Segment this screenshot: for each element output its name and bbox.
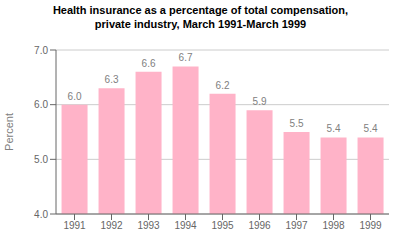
svg-text:1999: 1999 bbox=[359, 220, 382, 231]
svg-text:1992: 1992 bbox=[100, 220, 123, 231]
svg-text:Percent: Percent bbox=[8, 113, 15, 151]
svg-text:5.5: 5.5 bbox=[290, 118, 304, 129]
svg-text:6.0: 6.0 bbox=[34, 99, 48, 110]
svg-text:1998: 1998 bbox=[322, 220, 345, 231]
svg-text:4.0: 4.0 bbox=[34, 209, 48, 220]
svg-text:6.3: 6.3 bbox=[105, 74, 119, 85]
svg-text:5.4: 5.4 bbox=[364, 123, 378, 134]
html-text:Health insurance as a percenta: Health insurance as a percentage of tota… bbox=[52, 4, 349, 16]
svg-text:5.0: 5.0 bbox=[34, 154, 48, 165]
svg-text:1993: 1993 bbox=[137, 220, 160, 231]
svg-text:1996: 1996 bbox=[248, 220, 271, 231]
svg-text:5.9: 5.9 bbox=[253, 96, 267, 107]
svg-text:1997: 1997 bbox=[285, 220, 308, 231]
svg-text:1995: 1995 bbox=[211, 220, 234, 231]
svg-text:7.0: 7.0 bbox=[34, 45, 48, 56]
svg-text:6.6: 6.6 bbox=[142, 58, 156, 69]
html-text:private industry, March 1991-M: private industry, March 1991-March 1999 bbox=[94, 18, 307, 30]
svg-text:6.7: 6.7 bbox=[179, 52, 193, 63]
svg-text:6.2: 6.2 bbox=[216, 80, 230, 91]
svg-text:5.4: 5.4 bbox=[327, 123, 341, 134]
svg-text:1991: 1991 bbox=[63, 220, 86, 231]
svg-text:6.0: 6.0 bbox=[68, 91, 82, 102]
svg-text:1994: 1994 bbox=[174, 220, 197, 231]
